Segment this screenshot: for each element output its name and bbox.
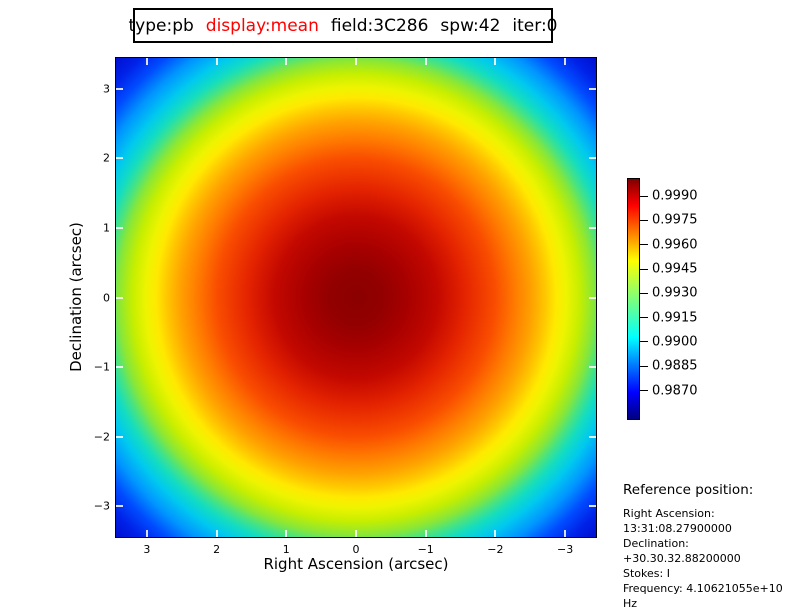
colorbar-tick-mark: [639, 219, 648, 221]
title-box: type:pb display:mean field:3C286 spw:42 iter…: [129, 8, 558, 43]
colorbar-tick-label: 0.9870: [652, 383, 698, 399]
x-tick-mark-top: [145, 58, 148, 65]
x-tick-mark-top: [215, 58, 218, 65]
x-tick-label: 1: [282, 543, 290, 556]
y-tick-label: 3: [103, 82, 110, 96]
colorbar-tick-label: 0.9885: [652, 358, 698, 374]
y-tick-label: 0: [103, 291, 110, 304]
colorbar-tick-mark: [639, 244, 648, 246]
x-tick-label: −1: [417, 543, 434, 556]
reference-heading: Reference position:: [623, 482, 754, 498]
y-tick-mark-right: [589, 505, 596, 508]
y-tick-mark-right: [589, 157, 596, 160]
title-segment-2: field:3C286: [330, 15, 429, 36]
y-tick-mark-left: [116, 87, 123, 90]
colorbar-tick-label: 0.9975: [652, 212, 698, 228]
x-tick-label: −3: [557, 543, 574, 556]
colorbar-tick-mark: [639, 341, 648, 343]
colorbar-tick-mark: [639, 195, 648, 197]
colorbar: 0.9990 0.9975 0.9960 0.9945 0.9930 0.9915 0.99…: [627, 178, 698, 420]
x-tick-label: −2: [487, 543, 504, 556]
y-tick-label: 1: [103, 221, 110, 235]
x-tick-label: 2: [213, 543, 221, 556]
y-tick-label: 2: [103, 151, 110, 165]
x-tick-mark-bottom: [355, 530, 357, 537]
y-tick-label: −3: [93, 499, 110, 513]
reference-line-1: Declination: +30.30.32.88200000: [623, 537, 741, 565]
colorbar-tick-mark: [639, 365, 648, 367]
x-tick-mark-bottom: [424, 530, 427, 537]
y-tick-label: −1: [93, 360, 110, 374]
reference-line-0: Right Ascension: 13:31:08.27900000: [623, 507, 732, 535]
x-tick-mark-top: [564, 58, 567, 65]
x-tick-mark-bottom: [215, 530, 218, 537]
y-axis-label: Declination (arcsec): [67, 222, 85, 372]
y-tick-mark-left: [116, 366, 123, 369]
title-segment-4: iter:0: [512, 15, 558, 36]
title-segment-3: spw:42: [440, 15, 501, 36]
y-tick-mark-right: [589, 366, 596, 369]
x-tick-mark-bottom: [564, 530, 567, 537]
beam-image: [116, 58, 596, 537]
x-tick-mark-bottom: [494, 530, 497, 537]
title-segment-1: display:mean: [205, 15, 319, 36]
y-tick-mark-left: [116, 296, 123, 299]
y-tick-mark-right: [589, 226, 596, 229]
x-tick-mark-top: [355, 58, 357, 65]
plot-area: 3 2 1 0 −1 −2 −3 3 2 1 0 −1 −2 −3: [94, 57, 597, 556]
colorbar-tick-label: 0.9945: [652, 261, 698, 277]
x-tick-mark-top: [424, 58, 427, 65]
colorbar-tick-label: 0.9915: [652, 310, 698, 326]
x-axis-label: Right Ascension (arcsec): [263, 555, 449, 573]
colorbar-tick-mark: [639, 390, 648, 392]
colorbar-tick-mark: [639, 292, 648, 294]
y-tick-mark-left: [116, 435, 123, 438]
x-tick-label: 0: [352, 543, 360, 556]
x-tick-mark-top: [285, 58, 288, 65]
colorbar-tick-label: 0.9960: [652, 237, 698, 253]
reference-line-2: Stokes: I: [623, 567, 670, 580]
y-tick-label: −2: [93, 430, 110, 444]
y-tick-mark-right: [589, 435, 596, 438]
colorbar-tick-mark: [639, 317, 648, 319]
reference-line-3: Frequency: 4.10621055e+10 Hz: [623, 582, 783, 610]
y-tick-mark-right: [589, 296, 596, 299]
x-tick-label: 3: [143, 543, 151, 556]
reference-position-block: Reference position: Right Ascension: 13:…: [623, 482, 800, 611]
colorbar-tick-label: 0.9900: [652, 334, 698, 350]
x-tick-mark-bottom: [145, 530, 148, 537]
y-tick-mark-right: [589, 87, 596, 90]
colorbar-tick-mark: [639, 268, 648, 270]
colorbar-tick-label: 0.9990: [652, 188, 698, 204]
y-tick-mark-left: [116, 157, 123, 160]
colorbar-tick-label: 0.9930: [652, 285, 698, 301]
y-tick-mark-left: [116, 505, 123, 508]
x-tick-mark-bottom: [285, 530, 288, 537]
x-tick-mark-top: [494, 58, 497, 65]
title-segment-0: type:pb: [128, 15, 194, 36]
reference-lines: Right Ascension: 13:31:08.27900000 Declin…: [623, 506, 800, 611]
y-tick-mark-left: [116, 226, 123, 229]
